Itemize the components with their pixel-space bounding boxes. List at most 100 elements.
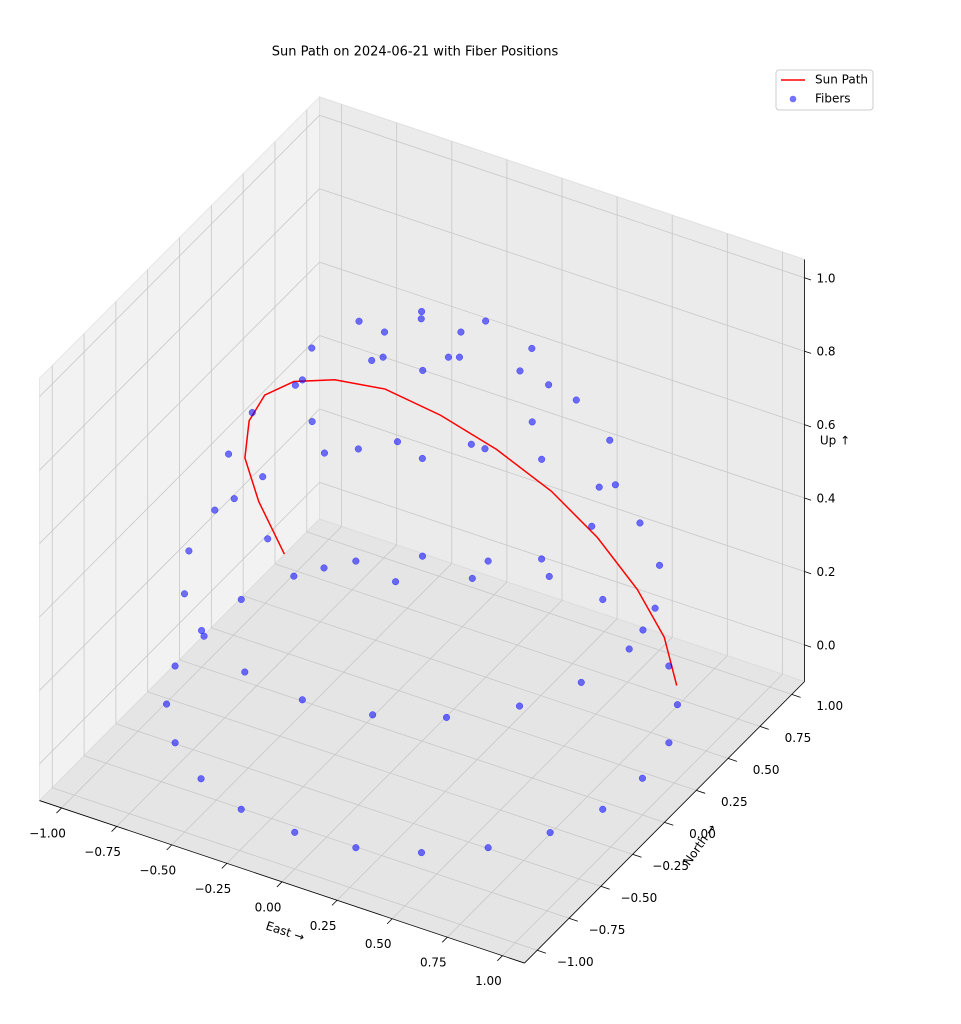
fiber-point (467, 440, 475, 448)
x-tick (56, 807, 62, 814)
fiber-point (171, 739, 179, 747)
x-tick-label: 1.00 (475, 974, 502, 988)
y-tick (632, 853, 642, 858)
fiber-point (418, 307, 426, 316)
fiber-point (484, 844, 492, 852)
y-tick-label: 1.00 (816, 699, 843, 713)
x-tick (276, 881, 283, 888)
fiber-point (264, 535, 272, 543)
legend: Sun Path Fibers (775, 69, 874, 111)
grid-line (319, 335, 805, 499)
fiber-point (516, 367, 524, 375)
fiber-point (298, 696, 306, 704)
x-tick-label: 0.50 (365, 937, 392, 951)
fiber-point (673, 701, 681, 709)
y-tick (537, 949, 547, 954)
grid-line (319, 188, 805, 352)
fiber-point (291, 381, 299, 389)
fiber-point (665, 662, 673, 670)
fiber-point (417, 849, 426, 857)
axis-line (524, 681, 805, 964)
fiber-point (599, 595, 607, 604)
y-tick (791, 694, 801, 698)
fiber-point (392, 578, 400, 586)
fiber-point (308, 344, 316, 352)
y-tick (759, 726, 769, 730)
y-tick (664, 821, 674, 826)
fiber-point (197, 775, 205, 783)
fiber-point (625, 645, 633, 653)
grid-line (147, 691, 633, 855)
y-tick-label: 0.25 (721, 795, 748, 809)
x-tick (111, 826, 117, 832)
fiber-point (482, 317, 490, 325)
legend-label: Fibers (815, 92, 851, 106)
z-tick-label: 0.4 (816, 492, 835, 506)
y-tick-label: −0.75 (589, 923, 626, 937)
fiber-point (481, 445, 489, 453)
z-tick (804, 424, 812, 428)
grid-line (306, 531, 792, 695)
grid-line (39, 261, 320, 544)
grid-line (39, 115, 320, 398)
y-tick-label: −0.25 (652, 859, 689, 873)
y-tick-label: −1.00 (557, 955, 594, 969)
fiber-point (354, 445, 362, 453)
y-tick-label: 0.00 (689, 827, 716, 841)
fiber-point (636, 519, 644, 527)
fiber-point (419, 366, 427, 374)
y-tick-label: 0.50 (753, 763, 780, 777)
fiber-point (259, 473, 267, 481)
fiber-point (200, 632, 208, 640)
fiber-point (290, 572, 298, 580)
fiber-point (380, 328, 389, 336)
x-tick (441, 936, 448, 943)
grid-line (274, 563, 761, 727)
fiber-point (528, 344, 536, 352)
fiber-point (320, 449, 329, 457)
y-tick (568, 917, 578, 922)
z-tick-label: 0.6 (816, 418, 835, 432)
fiber-point (241, 668, 249, 676)
z-tick-label: 0.8 (816, 345, 835, 359)
grid-line (243, 595, 729, 759)
fiber-point (352, 557, 360, 565)
fiber-point (369, 711, 377, 719)
z-tick (804, 350, 812, 354)
grid-line (211, 627, 697, 791)
fiber-point (577, 678, 585, 686)
fiber-point (417, 315, 425, 323)
fiber-point (545, 381, 553, 389)
fiber-point (291, 828, 299, 836)
x-tick-label: 0.25 (310, 919, 337, 933)
fiber-point (545, 572, 553, 580)
legend-swatch (789, 95, 797, 103)
fiber-point (298, 376, 306, 384)
fiber-point (639, 626, 647, 634)
grid-line (39, 188, 320, 471)
legend-label: Sun Path (815, 73, 868, 87)
x-tick (221, 863, 228, 869)
z-tick (804, 571, 812, 575)
axis-line (39, 800, 525, 964)
fiber-point (655, 561, 664, 569)
z-tick (804, 644, 812, 648)
fiber-point (237, 595, 245, 604)
fiber-point (606, 436, 614, 444)
grid-line (319, 482, 805, 646)
x-tick-label: 0.00 (255, 900, 282, 914)
fiber-point (538, 455, 546, 463)
sun-path (244, 379, 678, 686)
fiber-point (211, 506, 219, 514)
z-tick-label: 1.0 (816, 271, 835, 285)
grid-line (39, 408, 320, 691)
y-tick (600, 885, 610, 890)
fiber-point (665, 739, 673, 747)
grid-line (319, 114, 805, 279)
fiber-point (237, 805, 245, 813)
fiber-point (355, 317, 363, 325)
x-axis-label: East → (264, 919, 306, 945)
y-tick (696, 789, 706, 794)
fiber-point (180, 590, 189, 598)
fiber-point (515, 702, 524, 710)
